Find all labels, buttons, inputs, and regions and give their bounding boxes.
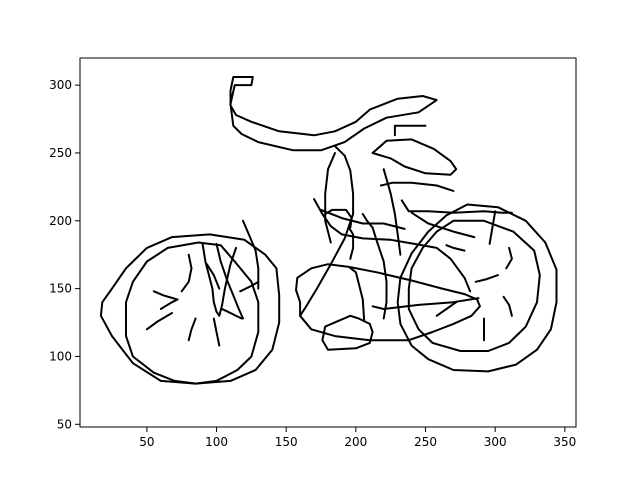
stroke-line-35 — [474, 274, 499, 283]
stroke-line-27 — [205, 263, 221, 290]
stroke-line-13 — [313, 198, 472, 293]
stroke-line-6 — [393, 124, 427, 137]
x-tick-label: 250 — [414, 435, 437, 449]
x-tick-label: 100 — [205, 435, 228, 449]
stroke-line-12 — [295, 263, 481, 342]
stroke-line-39 — [502, 295, 513, 317]
stroke-line-23 — [371, 297, 480, 310]
stroke-line-1 — [99, 233, 281, 385]
y-tick-label: 250 — [49, 146, 72, 160]
stroke-line-30 — [145, 312, 173, 331]
plot-frame — [79, 57, 577, 428]
x-axis-ticks: 50 100 150 200 250 300 350 — [139, 427, 576, 449]
stroke-line-21 — [347, 226, 355, 260]
stroke-line-2 — [407, 219, 541, 352]
y-tick-label: 50 — [57, 417, 72, 431]
stroke-line-20 — [324, 208, 353, 229]
stroke-line-34 — [159, 298, 179, 310]
stroke-line-29 — [152, 290, 179, 301]
y-tick-label: 150 — [49, 282, 72, 296]
stroke-line-7 — [299, 145, 355, 317]
stroke-line-5 — [371, 138, 458, 176]
stroke-line-31 — [187, 317, 197, 342]
x-tick-label: 350 — [553, 435, 576, 449]
stroke-line-17 — [400, 199, 513, 214]
stroke-line-10 — [215, 242, 244, 320]
plot-axes — [79, 57, 577, 428]
stroke-line-18 — [410, 211, 476, 239]
stroke-line-40 — [505, 246, 513, 270]
stroke-line-19 — [488, 210, 497, 245]
x-tick-label: 200 — [344, 435, 367, 449]
stroke-line-11 — [242, 219, 260, 290]
stroke-line-14 — [320, 208, 406, 230]
y-tick-label: 200 — [49, 214, 72, 228]
stroke-line-28 — [239, 280, 260, 293]
stroke-line-0 — [125, 241, 260, 385]
stroke-line-26 — [180, 253, 193, 293]
stroke-line-8 — [324, 152, 336, 244]
x-tick-label: 300 — [484, 435, 507, 449]
stroke-line-37 — [435, 301, 458, 317]
x-tick-label: 150 — [275, 435, 298, 449]
y-tick-label: 300 — [49, 78, 72, 92]
drawing-strokes — [99, 76, 558, 385]
stroke-line-25 — [379, 181, 455, 192]
stroke-line-4 — [229, 76, 438, 152]
stroke-line-36 — [445, 244, 466, 252]
y-tick-label: 100 — [49, 349, 72, 363]
stroke-line-22 — [347, 265, 366, 323]
stroke-line-15 — [361, 213, 388, 320]
y-axis-ticks: 50 100 150 200 250 300 — [49, 78, 80, 431]
stroke-line-3 — [396, 203, 558, 373]
stroke-line-32 — [212, 317, 221, 347]
x-tick-label: 50 — [139, 435, 154, 449]
stroke-line-24 — [321, 314, 374, 351]
stroke-line-33 — [221, 308, 243, 320]
stroke-line-16 — [382, 168, 402, 256]
